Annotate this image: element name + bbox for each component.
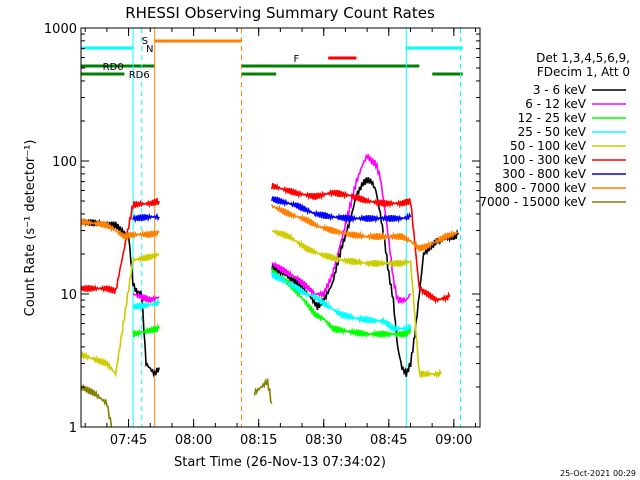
x-tick-label: 08:45 bbox=[370, 433, 407, 448]
series-line bbox=[81, 383, 113, 427]
legend-entry-label: 12 - 25 keV bbox=[518, 111, 587, 125]
x-tick-label: 08:30 bbox=[305, 433, 342, 448]
y-tick-label: 1000 bbox=[44, 22, 77, 37]
y-tick-label: 10 bbox=[60, 288, 77, 303]
legend-entry-label: 6 - 12 keV bbox=[525, 97, 587, 111]
series-line bbox=[132, 212, 160, 224]
series-line bbox=[81, 218, 160, 378]
legend-entry-label: 3 - 6 keV bbox=[533, 83, 587, 97]
series-line bbox=[271, 228, 442, 379]
y-axis-label: Count Rate (s⁻¹ detector⁻¹) bbox=[23, 140, 38, 317]
mode-label-n: N bbox=[146, 44, 153, 55]
series-layer bbox=[81, 153, 460, 427]
series-line bbox=[81, 198, 160, 294]
series-line bbox=[271, 204, 459, 252]
legend-header-line-2: FDecim 1, Att 0 bbox=[537, 65, 630, 79]
series-line bbox=[132, 291, 160, 303]
axis-ticks: 07:45 08:00 08:15 08:30 08:45 09:00 1 10 100 1000 bbox=[44, 22, 480, 448]
x-axis-label: Start Time (26-Nov-13 07:34:02) bbox=[174, 455, 386, 470]
legend-header-line-1: Det 1,3,4,5,6,9, bbox=[536, 51, 630, 65]
series-line bbox=[271, 182, 451, 305]
mode-label-rd0: RD0 bbox=[103, 62, 124, 73]
legend-entry-label: 800 - 7000 keV bbox=[495, 181, 587, 195]
legend: Det 1,3,4,5,6,9, FDecim 1, Att 0 3 - 6 k… bbox=[479, 51, 630, 209]
x-tick-label: 09:00 bbox=[435, 433, 472, 448]
series-line bbox=[132, 298, 160, 310]
series-line bbox=[271, 153, 411, 305]
chart-title: RHESSI Observing Summary Count Rates bbox=[125, 4, 435, 22]
legend-entry-label: 100 - 300 keV bbox=[502, 153, 586, 167]
series-line bbox=[132, 323, 160, 338]
series-line bbox=[253, 378, 273, 404]
series-line bbox=[271, 271, 412, 333]
mode-label-f: F bbox=[294, 54, 300, 65]
legend-entry-label: 25 - 50 keV bbox=[518, 125, 587, 139]
y-tick-label: 100 bbox=[52, 155, 77, 170]
mode-label-rd6: RD6 bbox=[129, 70, 150, 81]
legend-entry-label: 50 - 100 keV bbox=[510, 139, 587, 153]
series-line bbox=[271, 196, 412, 224]
footer-timestamp: 25-Oct-2021 00:29 bbox=[560, 469, 636, 478]
x-tick-label: 08:00 bbox=[175, 433, 212, 448]
legend-entry-label: 300 - 800 keV bbox=[502, 167, 586, 181]
series-line bbox=[81, 218, 160, 240]
x-tick-label: 08:15 bbox=[240, 433, 277, 448]
observing-mode-intervals: RD0 RD6 SN F bbox=[81, 28, 463, 427]
series-line bbox=[81, 250, 160, 378]
x-tick-label: 07:45 bbox=[110, 433, 147, 448]
mode-label-s: S bbox=[142, 36, 148, 47]
legend-entry-label: 7000 - 15000 keV bbox=[479, 195, 586, 209]
y-tick-label: 1 bbox=[69, 421, 77, 436]
plot-frame bbox=[80, 27, 481, 428]
